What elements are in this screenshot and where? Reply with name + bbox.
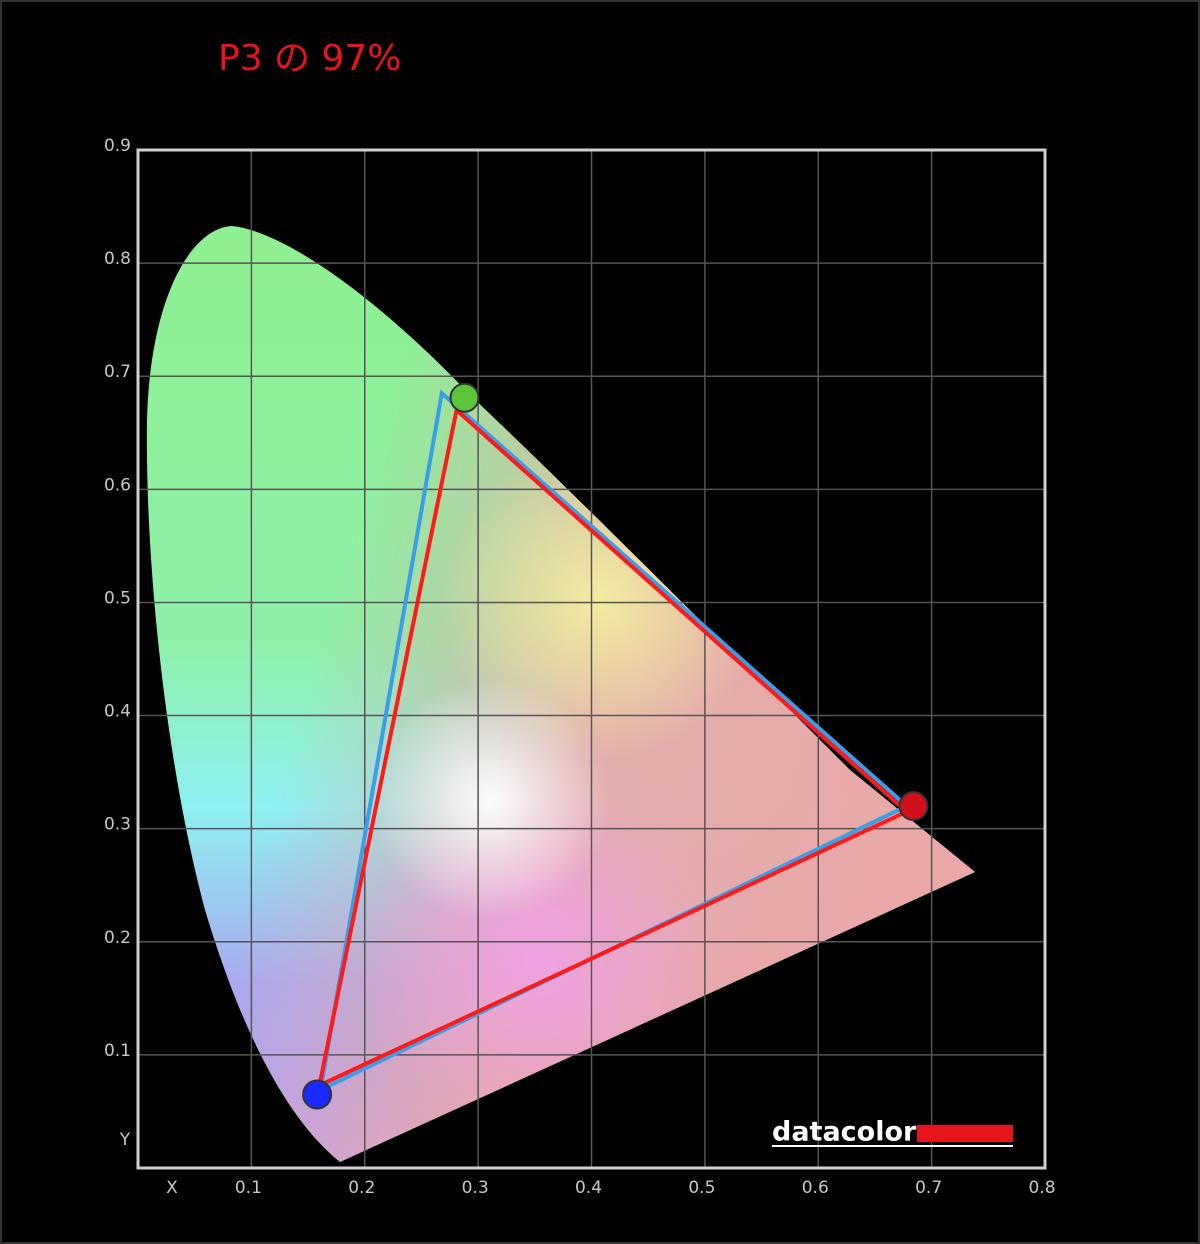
primary-point (898, 791, 929, 822)
x-tick-label: 0.6 (802, 1178, 829, 1198)
x-tick-label: 0.1 (235, 1178, 262, 1198)
x-tick-label: 0.3 (462, 1178, 489, 1198)
y-tick-label: 0.9 (104, 136, 131, 156)
y-tick-label: 0.7 (104, 362, 131, 382)
y-tick-label: 0.6 (104, 475, 131, 495)
gamut-triangle (316, 406, 911, 1089)
plot-frame (136, 148, 1047, 1170)
logo-underline (772, 1145, 1013, 1147)
logo-text: datacolor (772, 1117, 917, 1148)
logo: datacolor (772, 1117, 1013, 1148)
y-tick-label: 0.1 (104, 1041, 131, 1061)
primary-point (449, 382, 480, 413)
y-axis-label: Y (119, 1130, 131, 1150)
chart-title: P3 の 97% (218, 38, 402, 79)
grid (138, 149, 1046, 1168)
x-tick-label: 0.2 (348, 1178, 375, 1198)
primary-point (302, 1079, 333, 1110)
x-tick-label: 0.4 (575, 1178, 602, 1198)
y-tick-label: 0.8 (104, 249, 131, 269)
y-tick-label: 0.2 (104, 928, 131, 948)
x-axis-label: X (166, 1178, 178, 1198)
y-tick-label: 0.5 (104, 588, 131, 608)
x-tick-label: 0.8 (1028, 1178, 1055, 1198)
y-tick-label: 0.3 (104, 815, 131, 835)
logo-bar (917, 1125, 1013, 1142)
x-tick-label: 0.7 (915, 1178, 942, 1198)
x-tick-label: 0.5 (688, 1178, 715, 1198)
y-tick-label: 0.4 (104, 702, 131, 722)
